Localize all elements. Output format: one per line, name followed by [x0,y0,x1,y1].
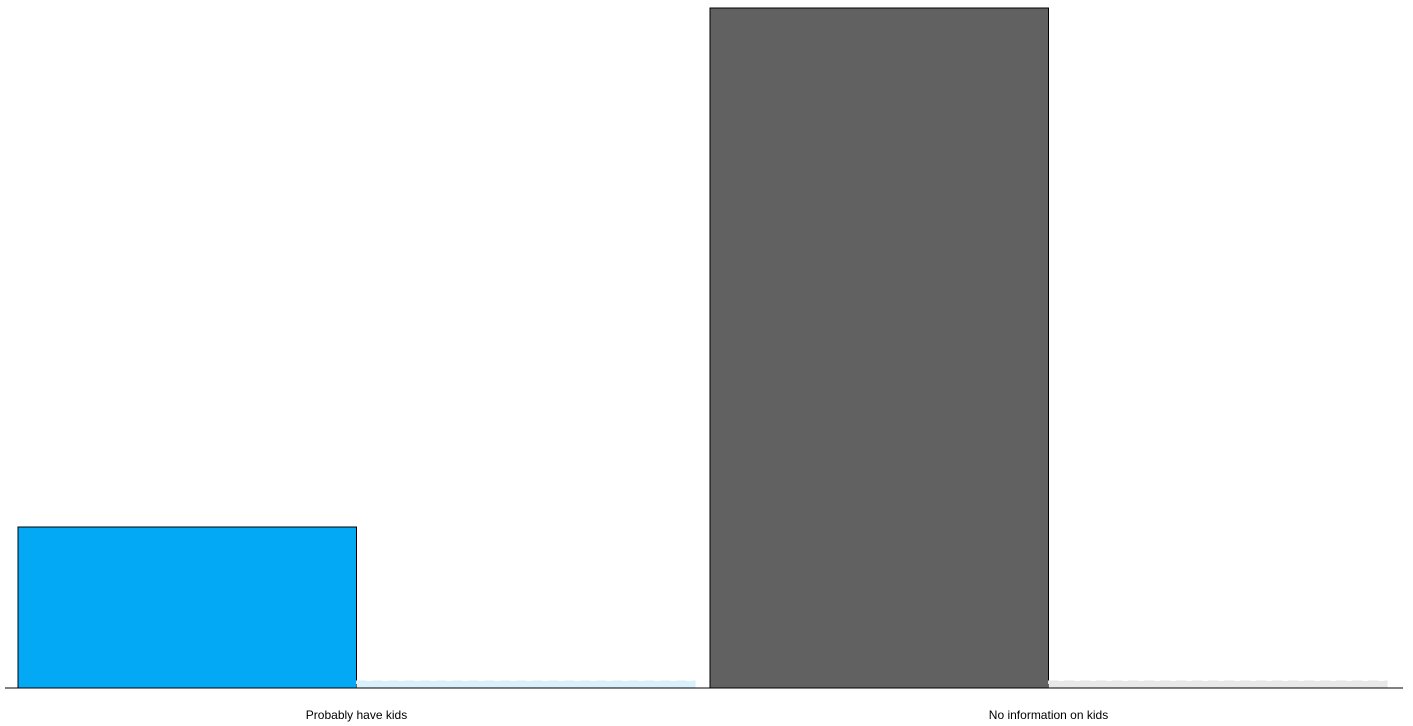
bar-2-series-1 [709,7,1049,689]
bar-1-series-2 [356,680,696,689]
bar-2-series-2 [1048,680,1388,689]
category-label-2: No information on kids [989,708,1108,722]
labels-layer: Probably have kids No information on kids [306,708,1108,722]
bars-layer [17,7,1388,689]
bar-1-series-1 [17,526,357,689]
category-label-1: Probably have kids [306,708,407,722]
